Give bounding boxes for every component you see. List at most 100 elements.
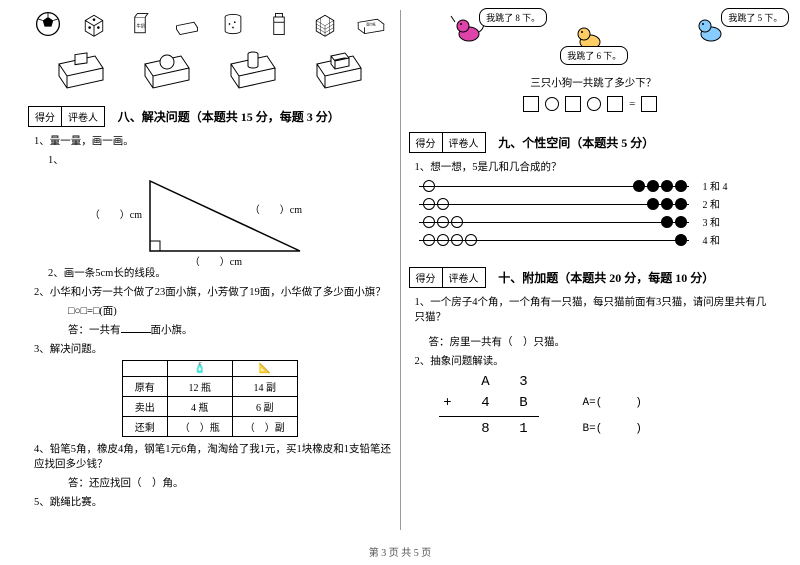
bead-line [419,233,689,247]
q9-1: 1、想一想，5是几和几合成的？ [415,159,773,174]
bead-row: 2 和 [419,196,773,211]
speech-bubble: 我跳了 5 下。 [721,8,789,27]
add-cell: + [439,393,457,414]
table-cell: 🧴 [167,361,232,377]
bead-label: 2 和 [703,196,721,211]
grader-label: 评卷人 [443,268,485,287]
soccer-ball-icon [32,10,64,38]
q8-5: 5、跳绳比赛。 [34,494,392,509]
q8-2-ans: 答：一共有面小旗。 [68,322,392,337]
section8-title: 八、解决问题（本题共 15 分，每题 3 分） [118,108,340,125]
q8-4-ans: 答：还应找回（ ）角。 [68,475,392,490]
section10-header: 得分 评卷人 十、附加题（本题共 20 分，每题 10 分） [409,261,773,290]
score-box: 得分 评卷人 [28,106,105,127]
sorting-boxes-row [28,44,392,92]
table-cell: 4 瓶 [167,397,232,417]
q10-1-ans: 答：房里一共有（ ）只猫。 [429,334,773,349]
dice-icon [78,10,110,38]
add-row: A 3 [439,372,773,393]
section9-title: 九、个性空间（本题共 5 分） [498,134,654,151]
addition-problem: A 3 + 4 B A=( ) 8 1 B=( ) [439,372,773,440]
blank[interactable] [121,322,151,333]
table-cell: 14 副 [232,377,297,397]
rubik-cube-icon [309,10,341,38]
grader-label: 评卷人 [443,133,485,152]
svg-text:面巾纸: 面巾纸 [367,22,377,27]
page: 牛奶 面巾纸 得分 评卷人 八、解决问题（本题共 15 分，每题 3 分） 1、… [0,0,800,540]
add-cell: 8 [477,419,495,440]
score-label: 得分 [410,133,443,152]
score-box: 得分 评卷人 [409,132,486,153]
speech-bubble: 我跳了 6 下。 [560,46,628,65]
dogs-row: 我跳了 8 下。 我跳了 6 下。 我跳了 5 下。 [409,10,773,57]
score-box: 得分 评卷人 [409,267,486,288]
can-icon [217,10,249,38]
table-row: 🧴 📐 [122,361,297,377]
dogs-question: 三只小狗一共跳了多少下？ [415,75,773,90]
section10-title: 十、附加题（本题共 20 分，每题 10 分） [498,269,714,286]
eq-op[interactable] [545,97,559,111]
add-row: 8 1 B=( ) [439,419,773,440]
section8-header: 得分 评卷人 八、解决问题（本题共 15 分，每题 3 分） [28,100,392,129]
speech-bubble: 我跳了 8 下。 [479,8,547,27]
b-equals: B=( ) [583,421,642,438]
box-sphere-icon [137,44,197,92]
bead-rows: 1 和 4 2 和 [419,178,773,247]
score-label: 得分 [410,268,443,287]
table-row: 原有 12 瓶 14 副 [122,377,297,397]
table-row: 还剩 （ ）瓶 （ ）副 [122,417,297,437]
add-row: + 4 B A=( ) [439,393,773,414]
add-cell: 3 [515,372,533,393]
bead-label: 3 和 [703,214,721,229]
eq-box[interactable] [641,96,657,112]
q8-3: 3、解决问题。 [34,341,392,356]
q10-2: 2、抽象问题解读。 [415,353,773,368]
equation-row: = [409,96,773,112]
bead-row: 3 和 [419,214,773,229]
tissue-box-icon: 面巾纸 [355,10,387,38]
score-label: 得分 [29,107,62,126]
q8-3-table: 🧴 📐 原有 12 瓶 14 副 卖出 4 瓶 6 副 还剩 （ ）瓶 （ ）副 [122,360,298,437]
items-row: 牛奶 面巾纸 [28,10,392,38]
q8-1-1: 1、 [48,152,392,167]
box-cuboid-icon [309,44,369,92]
table-cell: 12 瓶 [167,377,232,397]
bottle-icon [263,10,295,38]
table-row: 卖出 4 瓶 6 副 [122,397,297,417]
section9-header: 得分 评卷人 九、个性空间（本题共 5 分） [409,126,773,155]
a-equals: A=( ) [583,395,642,412]
bead-line [419,179,689,193]
bead-line [419,197,689,211]
eq-box[interactable] [523,96,539,112]
tri-right-label: （ ）cm [250,201,302,216]
tri-bottom-label: （ ）cm [190,253,242,268]
add-cell: 1 [515,419,533,440]
page-footer: 第 3 页 共 5 页 [0,544,800,559]
dog-group-3: 我跳了 5 下。 [691,10,731,49]
left-column: 牛奶 面巾纸 得分 评卷人 八、解决问题（本题共 15 分，每题 3 分） 1、… [20,10,400,540]
eq-op[interactable] [587,97,601,111]
flat-box-icon [171,10,203,38]
table-cell: 📐 [232,361,297,377]
box-cylinder-icon [223,44,283,92]
bead-row: 1 和 4 [419,178,773,193]
bead-line [419,215,689,229]
grader-label: 评卷人 [62,107,104,126]
q8-2: 2、小华和小芳一共个做了23面小旗，小芳做了19面，小华做了多少面小旗？ [34,284,392,299]
table-cell: 还剩 [122,417,167,437]
table-cell: （ ）副 [232,417,297,437]
bead-row: 4 和 [419,232,773,247]
add-line [439,416,539,417]
dog-group-1: 我跳了 8 下。 [449,10,489,49]
triangle-figure: （ ）cm （ ）cm （ ）cm [100,171,320,261]
table-cell [122,361,167,377]
eq-box[interactable] [607,96,623,112]
table-cell: 卖出 [122,397,167,417]
q8-2-eq: □○□=□(面) [68,303,392,318]
q10-1: 1、一个房子4个角，一个角有一只猫，每只猫前面有3只猫，请问房里共有几只猫？ [415,294,773,324]
eq-box[interactable] [565,96,581,112]
bead-label: 4 和 [703,232,721,247]
table-cell: 原有 [122,377,167,397]
tri-left-label: （ ）cm [90,206,142,221]
q8-1: 1、量一量，画一画。 [34,133,392,148]
